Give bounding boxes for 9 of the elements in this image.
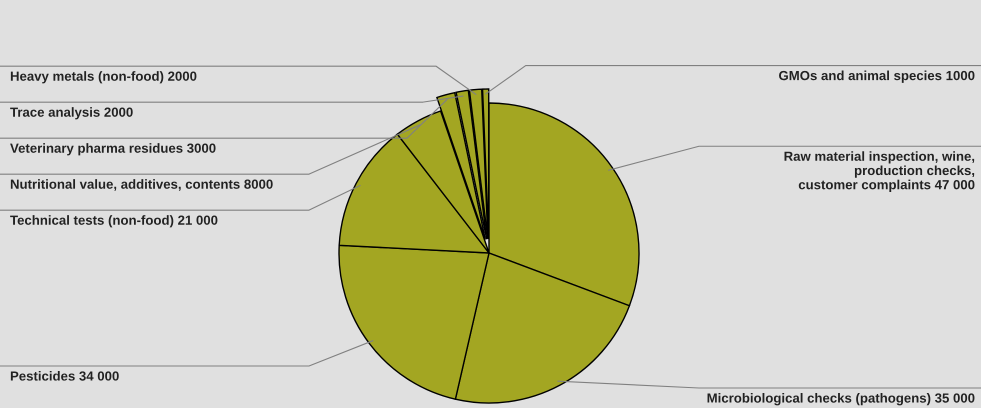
slice-label: Veterinary pharma residues 3000 (10, 143, 216, 156)
slice-label: Microbiological checks (pathogens) 35 000 (708, 393, 974, 406)
slice-label: Heavy metals (non-food) 2000 (10, 71, 196, 84)
slice-label: Trace analysis 2000 (10, 107, 133, 120)
slice-label: GMOs and animal species 1000 (779, 70, 974, 83)
slice-label: Nutritional value, additives, contents 8000 (10, 179, 273, 191)
slice-label: Technical tests (non-food) 21 000 (10, 215, 218, 228)
slice-label: Raw material inspection, wine, production checks, customer complaints 47 000 (784, 151, 974, 192)
slice-label: Pesticides 34 000 (10, 370, 119, 381)
